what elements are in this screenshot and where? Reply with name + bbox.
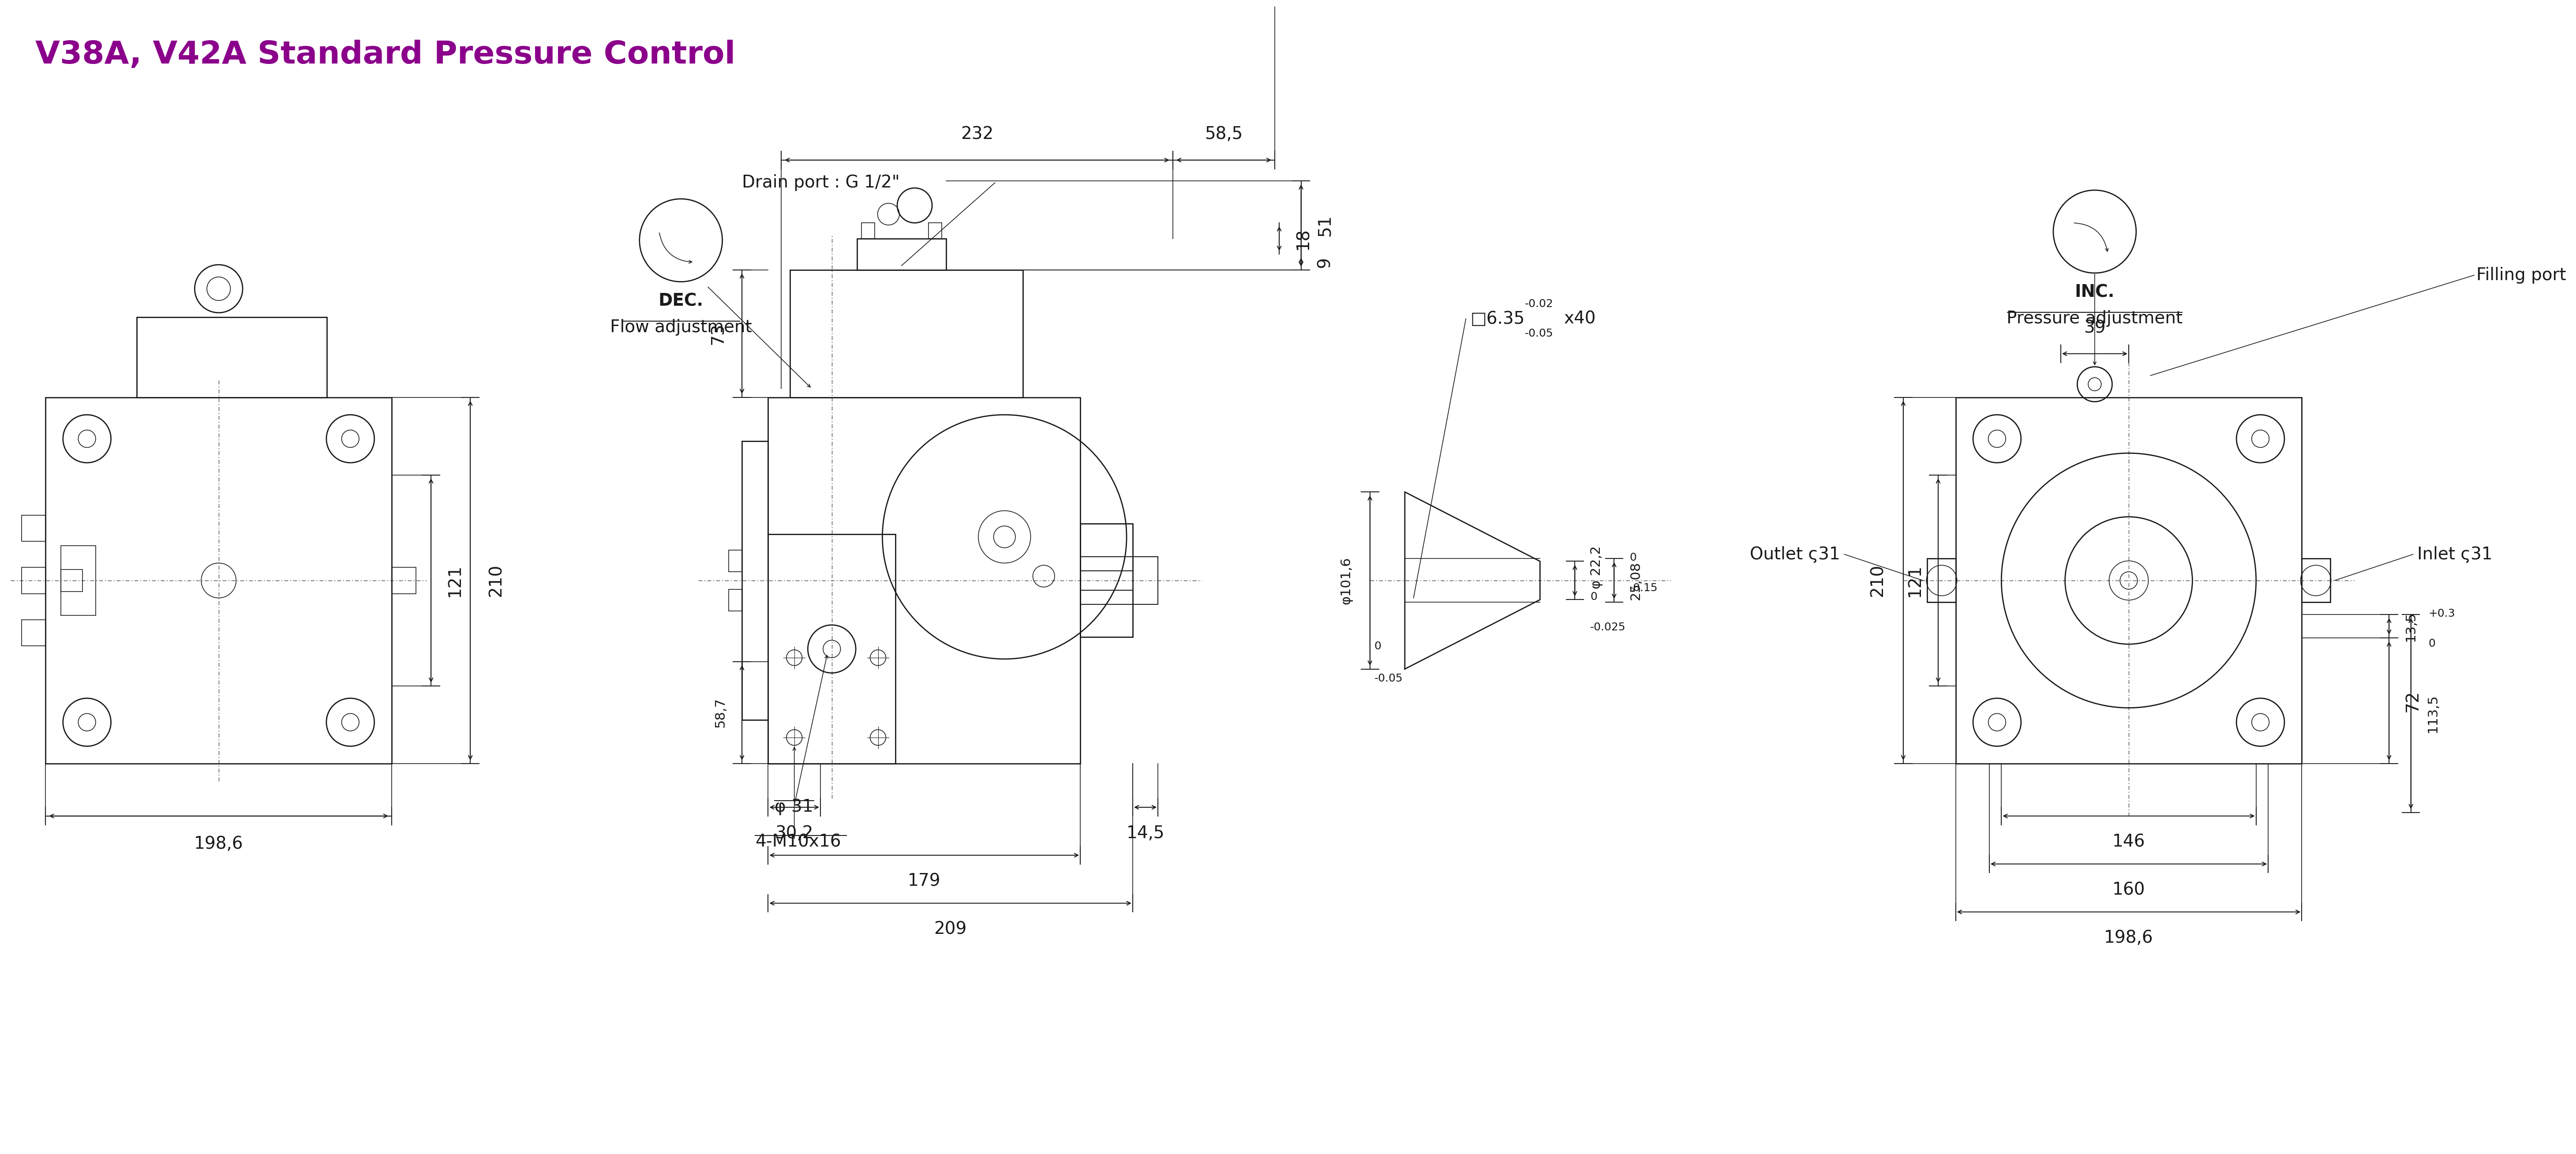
Text: 73: 73 [711, 323, 726, 345]
Text: 146: 146 [2112, 833, 2146, 850]
Text: 210: 210 [487, 564, 505, 597]
Bar [860, 223, 873, 239]
Text: Drain port : G 1/2": Drain port : G 1/2" [742, 174, 899, 192]
Text: 39: 39 [2084, 320, 2105, 336]
Text: □6.35: □6.35 [1471, 310, 1525, 328]
Bar [791, 270, 1023, 397]
Text: V38A, V42A Standard Pressure Control: V38A, V42A Standard Pressure Control [36, 39, 737, 70]
Bar [742, 441, 768, 720]
Bar [21, 568, 46, 593]
Text: φ 22,2: φ 22,2 [1589, 546, 1602, 589]
Text: INC.: INC. [2074, 284, 2115, 301]
Bar [62, 546, 95, 615]
Text: 0: 0 [1631, 553, 1636, 563]
Bar [62, 570, 82, 591]
Bar [46, 397, 392, 764]
Text: -0.05: -0.05 [1525, 329, 1553, 339]
Text: 4-M10x16: 4-M10x16 [755, 833, 840, 850]
Bar [21, 620, 46, 646]
Text: φ 31: φ 31 [775, 799, 814, 816]
Bar [21, 515, 46, 541]
Text: 18: 18 [1296, 227, 1311, 249]
Text: x40: x40 [1564, 310, 1597, 328]
Bar [1927, 559, 1955, 602]
Text: 51: 51 [1316, 215, 1332, 237]
Bar [858, 239, 945, 270]
Text: 58,5: 58,5 [1206, 126, 1242, 143]
Bar [768, 534, 896, 764]
Text: 198,6: 198,6 [2105, 929, 2154, 946]
Text: Inlet ς31: Inlet ς31 [2416, 546, 2494, 563]
Text: 0: 0 [1373, 640, 1381, 652]
Text: 209: 209 [935, 921, 966, 937]
Text: 198,6: 198,6 [193, 835, 242, 853]
Text: φ101,6: φ101,6 [1340, 557, 1352, 605]
Text: -0.02: -0.02 [1525, 299, 1553, 309]
Text: 232: 232 [961, 126, 994, 143]
Text: 121: 121 [1906, 564, 1922, 597]
Bar [768, 397, 1079, 764]
Bar [2303, 559, 2331, 602]
Text: -0.05: -0.05 [1373, 674, 1404, 684]
Text: 179: 179 [907, 872, 940, 890]
Text: 121: 121 [446, 564, 464, 597]
Text: -0.025: -0.025 [1589, 622, 1625, 632]
Text: Outlet ς31: Outlet ς31 [1749, 546, 1839, 563]
Text: 13,5: 13,5 [2403, 612, 2416, 642]
Text: Filling port: Filling port [2476, 267, 2566, 284]
Text: 210: 210 [1870, 564, 1886, 597]
Text: Pressure adjustment: Pressure adjustment [2007, 310, 2182, 327]
Text: 14,5: 14,5 [1126, 825, 1164, 841]
Text: 0: 0 [2429, 638, 2434, 649]
Text: DEC.: DEC. [659, 293, 703, 309]
Bar [729, 550, 742, 571]
Bar [1955, 397, 2303, 764]
Bar [1079, 524, 1133, 637]
Bar [137, 317, 327, 397]
Text: Flow adjustment: Flow adjustment [611, 319, 752, 336]
Text: 25,08: 25,08 [1631, 561, 1641, 600]
Text: 0: 0 [1589, 592, 1597, 602]
Text: -0.15: -0.15 [1631, 583, 1659, 593]
Bar [392, 568, 415, 593]
Text: 113,5: 113,5 [2427, 695, 2439, 733]
Text: 58,7: 58,7 [714, 698, 726, 728]
Text: 160: 160 [2112, 882, 2146, 898]
Text: +0.3: +0.3 [2429, 608, 2455, 619]
Text: 9: 9 [1316, 256, 1332, 268]
Bar [729, 590, 742, 610]
Text: 72: 72 [2403, 690, 2421, 712]
Text: 30,2: 30,2 [775, 825, 814, 841]
Bar [927, 223, 943, 239]
